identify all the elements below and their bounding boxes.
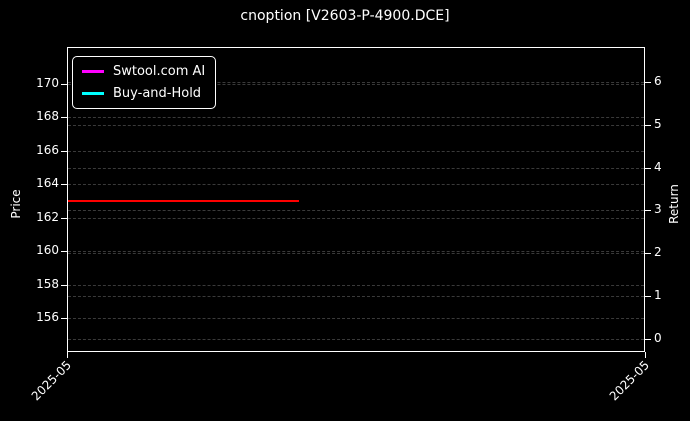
gridline [68, 83, 644, 85]
left-tick-mark [61, 251, 67, 253]
left-tick-label: 160 [36, 243, 59, 258]
right-tick-mark [645, 253, 651, 255]
gridline [68, 217, 644, 219]
left-tick-label: 170 [36, 75, 59, 90]
bottom-tick-mark [645, 352, 646, 358]
left-tick-mark [61, 318, 67, 320]
buyandhold-line-swatch [82, 92, 104, 95]
right-axis-label: Return [667, 184, 681, 224]
swtool-line-swatch [82, 70, 104, 73]
legend-label: Swtool.com AI [113, 64, 206, 79]
chart-title: cnoption [V2603-P-4900.DCE] [240, 8, 450, 24]
legend-item-swtool: Swtool.com AI [82, 64, 205, 79]
legend: Swtool.com AI Buy-and-Hold [72, 56, 217, 109]
x-tick-label: 2025-05 [28, 358, 74, 404]
right-tick-label: 4 [654, 159, 662, 174]
x-tick-label: 2025-05 [606, 358, 652, 404]
left-tick-mark [61, 284, 67, 286]
gridline [68, 150, 644, 152]
gridline [68, 117, 644, 119]
right-tick-label: 5 [654, 116, 662, 131]
left-tick-mark [61, 150, 67, 152]
gridline [68, 253, 644, 255]
right-tick-mark [645, 82, 651, 84]
left-tick-mark [61, 217, 67, 219]
gridline [68, 184, 644, 186]
plot-area: Swtool.com AI Buy-and-Hold [67, 47, 645, 352]
left-tick-mark [61, 184, 67, 186]
gridline [68, 210, 644, 212]
right-tick-mark [645, 167, 651, 169]
gridline [68, 284, 644, 286]
gridline [68, 295, 644, 297]
price-line [68, 200, 300, 203]
gridline [68, 251, 644, 253]
left-tick-label: 162 [36, 209, 59, 224]
right-tick-label: 0 [654, 330, 662, 345]
left-tick-label: 156 [36, 310, 59, 325]
legend-item-buyandhold: Buy-and-Hold [82, 86, 205, 101]
legend-label: Buy-and-Hold [113, 86, 202, 101]
right-tick-mark [645, 338, 651, 340]
gridline [68, 167, 644, 169]
right-tick-label: 2 [654, 245, 662, 260]
right-tick-mark [645, 295, 651, 297]
left-tick-label: 158 [36, 276, 59, 291]
gridline [68, 82, 644, 84]
right-tick-mark [645, 210, 651, 212]
right-tick-mark [645, 124, 651, 126]
left-axis-label: Price [9, 189, 23, 219]
left-tick-label: 168 [36, 109, 59, 124]
left-tick-mark [61, 83, 67, 85]
gridline [68, 338, 644, 340]
left-tick-label: 164 [36, 176, 59, 191]
right-tick-label: 6 [654, 74, 662, 89]
left-tick-mark [61, 117, 67, 119]
right-tick-label: 1 [654, 287, 662, 302]
right-tick-label: 3 [654, 202, 662, 217]
left-tick-label: 166 [36, 142, 59, 157]
gridline [68, 124, 644, 126]
gridline [68, 318, 644, 320]
bottom-tick-mark [67, 352, 68, 358]
